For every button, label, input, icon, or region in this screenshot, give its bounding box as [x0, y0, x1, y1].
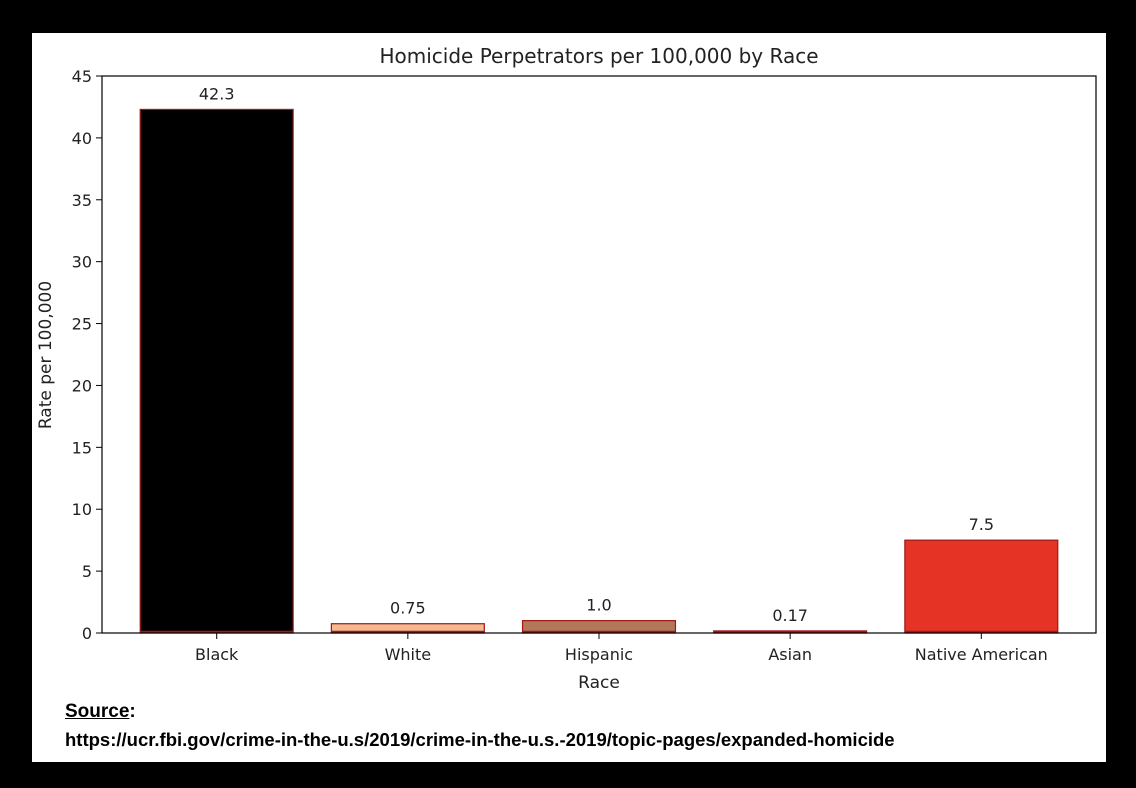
- x-axis-ticks: Black White Hispanic Asian Native American: [195, 633, 1048, 664]
- bar-value-label: 42.3: [199, 84, 235, 103]
- chart-title: Homicide Perpetrators per 100,000 by Rac…: [379, 44, 818, 68]
- plot-frame: [101, 75, 1097, 634]
- source-note: Source: https://ucr.fbi.gov/crime-in-the…: [65, 699, 895, 755]
- bar-native-american: [904, 539, 1059, 634]
- x-tick-label: Black: [195, 645, 239, 664]
- bar-value-label: 0.17: [772, 606, 808, 625]
- chart-panel: Homicide Perpetrators per 100,000 by Rac…: [32, 33, 1106, 762]
- bar-value-label: 1.0: [586, 596, 611, 615]
- y-tick-label: 35: [72, 191, 92, 210]
- x-axis-label: Race: [578, 673, 620, 693]
- source-colon: :: [129, 701, 136, 722]
- y-axis-ticks: 0 5 10 15 20 25 30 35 40 45: [72, 67, 102, 643]
- y-tick-label: 15: [72, 438, 92, 457]
- y-tick-label: 40: [72, 129, 92, 148]
- y-tick-label: 25: [72, 315, 92, 334]
- x-tick-label: Hispanic: [565, 645, 633, 664]
- y-tick-label: 30: [72, 253, 92, 272]
- y-tick-label: 10: [72, 500, 92, 519]
- bars: 42.3 0.75 1.0 0.17 7.5: [139, 84, 1059, 634]
- x-tick-label: Asian: [768, 645, 812, 664]
- bar-black: [139, 108, 294, 634]
- bar-chart: Homicide Perpetrators per 100,000 by Rac…: [36, 44, 1097, 693]
- y-tick-label: 20: [72, 376, 92, 395]
- x-tick-label: White: [385, 645, 432, 664]
- y-tick-label: 5: [82, 562, 92, 581]
- source-url: https://ucr.fbi.gov/crime-in-the-u.s/201…: [65, 729, 895, 750]
- y-tick-label: 45: [72, 67, 92, 86]
- y-axis-label: Rate per 100,000: [36, 281, 56, 429]
- bar-value-label: 0.75: [390, 599, 426, 618]
- y-tick-label: 0: [82, 624, 92, 643]
- x-tick-label: Native American: [915, 645, 1048, 664]
- source-label: Source: [65, 701, 130, 722]
- source-heading: Source:: [65, 699, 895, 725]
- bar-value-label: 7.5: [969, 515, 994, 534]
